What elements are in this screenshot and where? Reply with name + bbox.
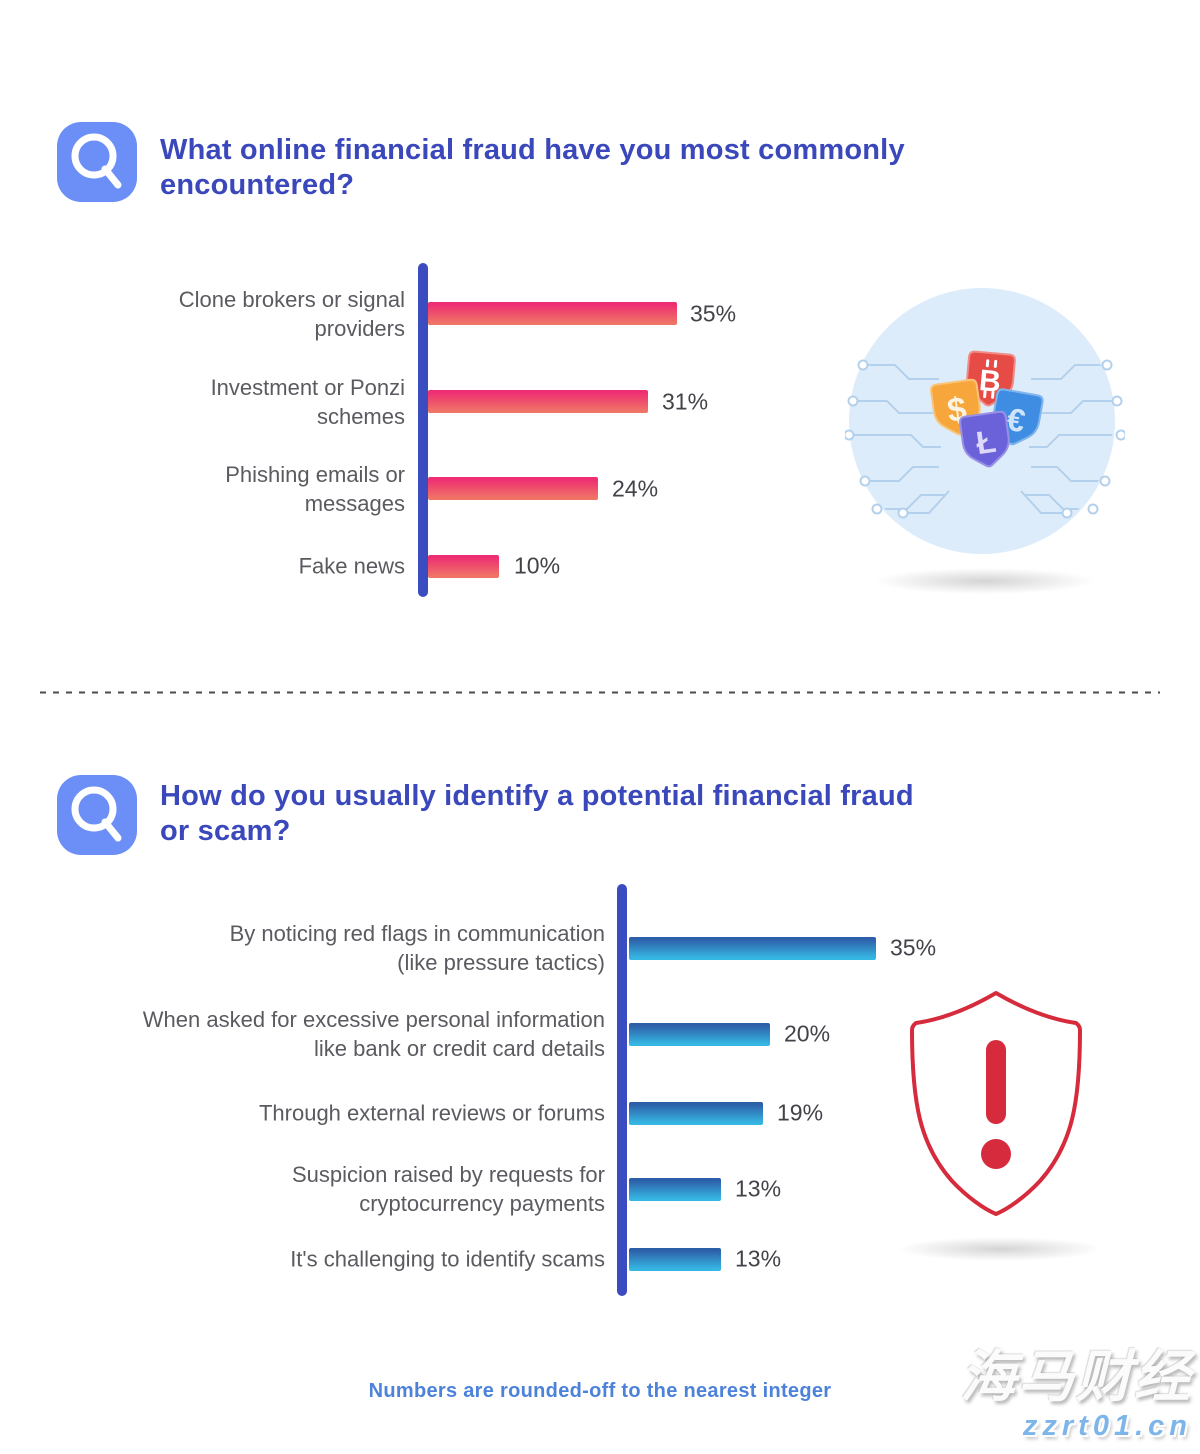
chart-2-value-label: 20%: [784, 1020, 831, 1047]
chart-1-value-label: 31%: [662, 388, 709, 415]
chart-1-category-label: Fake news: [298, 553, 405, 579]
chart-1-bar: [428, 390, 649, 413]
watermark-url: zzrt01.cn: [1022, 1409, 1192, 1442]
chart-2-value-label: 13%: [735, 1245, 782, 1272]
alert-shield-illustration: [898, 991, 1102, 1261]
question-icon: [57, 122, 137, 202]
currency-shields-circuit-illustration: B $ € Ł: [845, 288, 1125, 594]
chart-2-axis: [617, 884, 627, 1296]
chart-1-category-label: Phishing emails or messages: [225, 462, 405, 516]
chart-1-bar: [428, 302, 677, 325]
litecoin-shield-icon: Ł: [959, 410, 1010, 468]
chart-2-category-label: It's challenging to identify scams: [290, 1246, 605, 1272]
chart-2-category-label: Through external reviews or forums: [258, 1100, 605, 1126]
question-2-title: How do you usually identify a potential …: [160, 780, 914, 847]
question-1-title: What online financial fraud have you mos…: [160, 134, 905, 201]
svg-text:€: €: [1004, 401, 1028, 440]
magnifier-q-icon: [71, 133, 122, 189]
footer-note: Numbers are rounded-off to the nearest i…: [368, 1380, 832, 1402]
chart-1-axis: [418, 263, 428, 597]
question-icon: [57, 775, 137, 855]
chart-2-bar: [629, 1178, 721, 1201]
watermark: 海马财经 zzrt01.cn: [960, 1346, 1192, 1442]
chart-1-value-label: 24%: [612, 475, 659, 502]
exclamation-dot: [981, 1139, 1011, 1169]
watermark-brand: 海马财经: [960, 1345, 1192, 1408]
section-divider: [40, 691, 1160, 694]
chart-2-category-label: By noticing red flags in communication (…: [229, 921, 605, 975]
chart-2-value-label: 19%: [777, 1099, 824, 1126]
chart-2-bar: [629, 1023, 770, 1046]
magnifier-q-icon: [71, 786, 122, 842]
chart-1-category-label: Investment or Ponzi schemes: [210, 375, 405, 429]
chart-2-value-label: 35%: [890, 934, 937, 961]
chart-1-category-label: Clone brokers or signal providers: [178, 287, 405, 341]
chart-2-bar: [629, 1102, 763, 1125]
chart-2-value-label: 13%: [735, 1175, 782, 1202]
chart-1-bar: [428, 555, 499, 578]
chart-1-value-label: 35%: [690, 300, 737, 327]
chart-2-category-label: Suspicion raised by requests for cryptoc…: [291, 1162, 605, 1216]
chart-2-category-label: When asked for excessive personal inform…: [142, 1007, 605, 1061]
chart-2-bar: [629, 1248, 721, 1271]
exclamation-bar: [986, 1040, 1006, 1124]
chart-2-bar: [629, 937, 876, 960]
chart-1-bar: [428, 477, 599, 500]
chart-1-value-label: 10%: [514, 552, 561, 579]
